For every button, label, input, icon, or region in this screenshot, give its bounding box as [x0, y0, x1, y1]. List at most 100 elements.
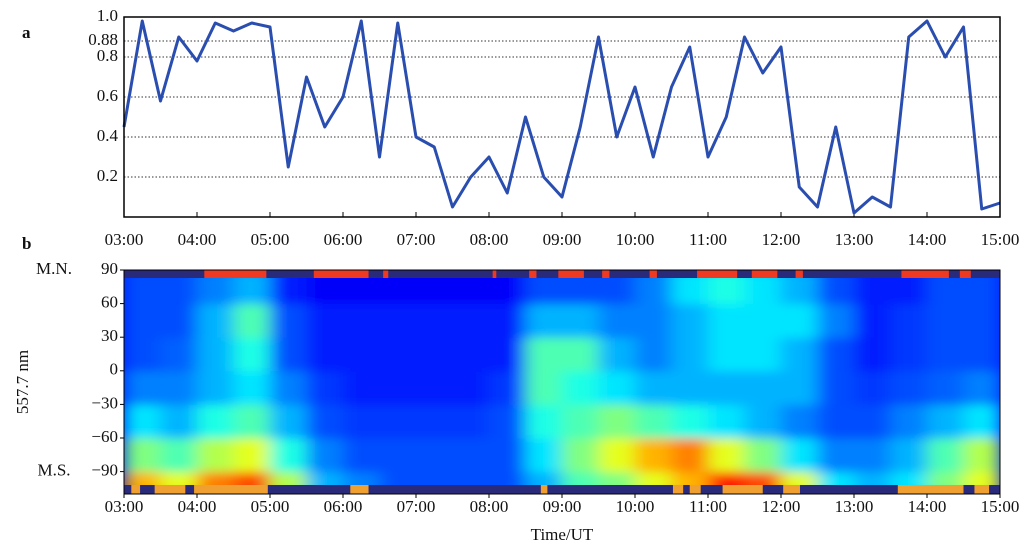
- north-interval: [529, 270, 537, 278]
- heatmap-cell: [270, 438, 307, 473]
- heatmap-cell: [635, 337, 672, 372]
- heatmap-cell: [160, 370, 198, 405]
- x-tick-label: 03:00: [105, 497, 144, 516]
- heatmap-cell: [160, 337, 198, 372]
- heatmap-cell: [270, 303, 307, 338]
- x-tick-label: 06:00: [324, 230, 363, 249]
- y-tick-label: 90: [101, 259, 118, 278]
- y-tick-label: −90: [91, 461, 118, 480]
- x-tick-label: 04:00: [178, 230, 217, 249]
- x-tick-label: 12:00: [762, 497, 801, 516]
- heatmap-cell: [489, 337, 526, 372]
- north-interval: [558, 270, 584, 278]
- x-axis-label: Time/UT: [531, 525, 594, 544]
- north-interval: [313, 270, 369, 278]
- heatmap-cell: [708, 404, 745, 439]
- heatmap-cell: [562, 337, 599, 372]
- y-tick-label: 0: [110, 360, 119, 379]
- heatmap-cell: [197, 337, 234, 372]
- heatmap-cell: [416, 438, 453, 473]
- heatmap-cell: [963, 404, 1000, 439]
- heatmap-cell: [343, 303, 380, 338]
- x-tick-label: 11:00: [689, 497, 727, 516]
- heatmap-cell: [525, 337, 563, 372]
- heatmap-cell: [708, 438, 745, 473]
- heatmap-cell: [124, 370, 161, 405]
- x-tick-label: 15:00: [981, 230, 1020, 249]
- x-tick-label: 11:00: [689, 230, 727, 249]
- heatmap-cell: [708, 370, 745, 405]
- y-tick-label: 0.8: [97, 46, 118, 65]
- heatmap-cell: [124, 438, 161, 473]
- heatmap-cell: [744, 370, 782, 405]
- data-line: [122, 19, 1001, 215]
- x-tick-label: 09:00: [543, 497, 582, 516]
- x-tick-label: 10:00: [616, 497, 655, 516]
- heatmap-cell: [635, 303, 672, 338]
- south-interval: [897, 485, 964, 494]
- y-tick-label: 60: [101, 293, 118, 312]
- heatmap-cell: [744, 303, 782, 338]
- heatmap-cell: [781, 337, 818, 372]
- heatmap-cell: [343, 370, 380, 405]
- y-tick-label: −60: [91, 427, 118, 446]
- plot-frame: [123, 269, 1001, 495]
- north-interval: [492, 270, 497, 278]
- heatmap-cell: [306, 370, 344, 405]
- south-interval: [783, 485, 800, 494]
- heatmap-cell: [890, 370, 928, 405]
- north-interval: [795, 270, 803, 278]
- x-tick-label: 09:00: [543, 230, 582, 249]
- x-tick-label: 04:00: [178, 497, 217, 516]
- heatmap-cell: [671, 404, 709, 439]
- heatmap-area: [124, 270, 1000, 494]
- north-interval: [649, 270, 657, 278]
- north-interval: [901, 270, 949, 278]
- heatmap-cell: [854, 404, 891, 439]
- heatmap-cell: [489, 370, 526, 405]
- heatmap-cell: [671, 370, 709, 405]
- heatmap-cell: [635, 404, 672, 439]
- x-tick-label: 14:00: [908, 230, 947, 249]
- heatmap-cell: [306, 404, 344, 439]
- heatmap-cell: [854, 370, 891, 405]
- y-tick-label: −30: [91, 393, 118, 412]
- x-tick-label: 15:00: [981, 497, 1020, 516]
- heatmap-cell: [562, 303, 599, 338]
- heatmap-cell: [160, 303, 198, 338]
- heatmap-cell: [379, 404, 417, 439]
- heatmap-cell: [416, 404, 453, 439]
- annotation: M.N.: [36, 259, 72, 278]
- heatmap-cell: [233, 438, 271, 473]
- south-interval: [154, 485, 186, 494]
- heatmap-cell: [890, 404, 928, 439]
- heatmap-cell: [124, 337, 161, 372]
- heatmap-cell: [525, 303, 563, 338]
- heatmap-cell: [635, 438, 672, 473]
- south-interval: [974, 485, 990, 494]
- y-tick-label: 0.88: [88, 30, 118, 49]
- heatmap-cell: [562, 438, 599, 473]
- heatmap-cell: [598, 303, 636, 338]
- heatmap-cell: [379, 438, 417, 473]
- heatmap-cell: [927, 303, 964, 338]
- heatmap-cell: [963, 370, 1000, 405]
- heatmap-cell: [525, 438, 563, 473]
- heatmap-cell: [489, 404, 526, 439]
- y-tick-label: 30: [101, 326, 118, 345]
- heatmap-cell: [744, 337, 782, 372]
- y-tick-label: 0.2: [97, 166, 118, 185]
- heatmap-cell: [854, 337, 891, 372]
- annotation: M.S.: [37, 461, 70, 480]
- heatmap-cell: [233, 404, 271, 439]
- heatmap-cell: [817, 303, 855, 338]
- heatmap-cell: [854, 438, 891, 473]
- heatmap-cell: [890, 438, 928, 473]
- heatmap-cell: [744, 404, 782, 439]
- south-strip: [124, 485, 1000, 494]
- south-interval: [194, 485, 268, 494]
- south-interval: [131, 485, 141, 494]
- heatmap-cell: [781, 438, 818, 473]
- heatmap-cell: [598, 438, 636, 473]
